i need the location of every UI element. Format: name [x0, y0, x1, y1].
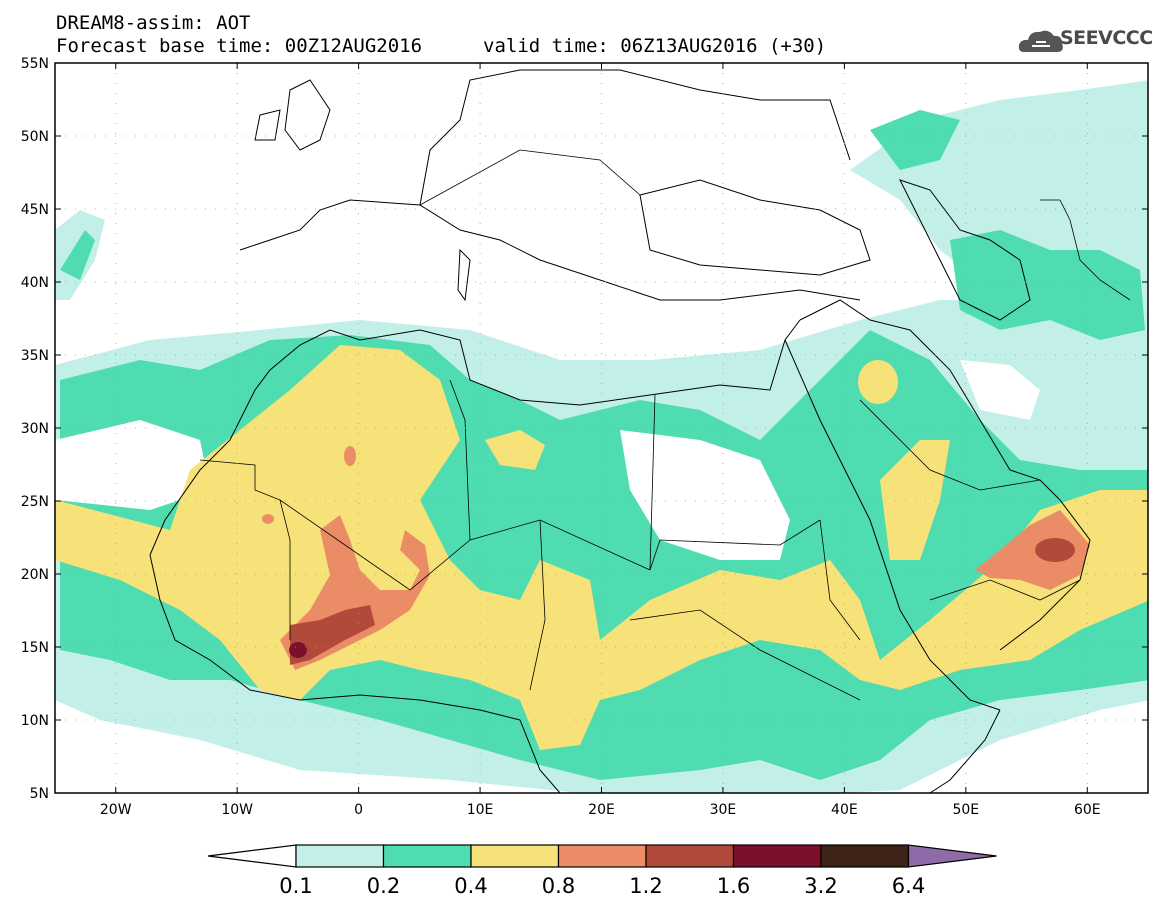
logo-text: SEEVCCC: [1060, 27, 1153, 49]
lat-label: 20N: [21, 567, 49, 583]
colorbar-segment: [732, 844, 822, 868]
colorbar-label: 6.4: [892, 874, 925, 898]
country-borders: [199, 149, 1131, 701]
colorbar-arrow-left: [207, 844, 297, 868]
lon-label: 60E: [1074, 802, 1101, 818]
cloud-logo-icon: [1018, 30, 1063, 52]
lat-labels: 55N 50N 45N 40N 35N 30N 25N 20N 15N 10N 5N: [21, 56, 49, 802]
lon-label: 30E: [710, 802, 737, 818]
colorbar-label: 3.2: [804, 874, 837, 898]
lat-label: 15N: [21, 640, 49, 656]
colorbar: [207, 844, 997, 868]
colorbar-segment: [820, 844, 910, 868]
colorbar-segment: [470, 844, 560, 868]
lon-labels: 20W 10W 0 10E 20E 30E 40E 50E 60E: [100, 802, 1101, 818]
colorbar-labels: 0.1 0.2 0.4 0.8 1.2 1.6 3.2 6.4: [279, 874, 925, 898]
colorbar-segment: [382, 844, 472, 868]
lat-label: 40N: [21, 275, 49, 291]
colorbar-label: 1.2: [629, 874, 662, 898]
colorbar-arrow-right: [907, 844, 997, 868]
map-title: DREAM8-assim: AOT: [56, 12, 251, 34]
lat-label: 30N: [21, 421, 49, 437]
colorbar-label: 0.2: [367, 874, 400, 898]
lat-label: 55N: [21, 56, 49, 72]
lon-label: 40E: [831, 802, 858, 818]
lat-label: 45N: [21, 202, 49, 218]
lat-label: 25N: [21, 494, 49, 510]
lon-label: 0: [354, 802, 363, 818]
forecast-base-time: Forecast base time: 00Z12AUG2016: [56, 35, 423, 57]
lon-label: 20E: [588, 802, 615, 818]
lat-label: 35N: [21, 348, 49, 364]
lon-label: 10W: [221, 802, 253, 818]
lat-label: 10N: [21, 713, 49, 729]
valid-time: valid time: 06Z13AUG2016 (+30): [483, 35, 827, 57]
colorbar-segment: [645, 844, 735, 868]
aot-contour-1.6: [289, 642, 307, 658]
colorbar-segment: [557, 844, 647, 868]
colorbar-segment: [295, 844, 385, 868]
colorbar-label: 0.1: [279, 874, 312, 898]
axis-ticks: [55, 62, 1148, 794]
lon-label: 20W: [100, 802, 132, 818]
colorbar-label: 0.4: [454, 874, 487, 898]
colorbar-label: 1.6: [717, 874, 750, 898]
aot-clear-regions: [55, 360, 1040, 560]
graticule: [55, 63, 1148, 793]
lon-label: 50E: [952, 802, 979, 818]
lon-label: 10E: [467, 802, 494, 818]
colorbar-label: 0.8: [542, 874, 575, 898]
lat-label: 50N: [21, 129, 49, 145]
lat-label: 5N: [30, 786, 49, 802]
aot-contour-1.2: [290, 538, 1075, 665]
